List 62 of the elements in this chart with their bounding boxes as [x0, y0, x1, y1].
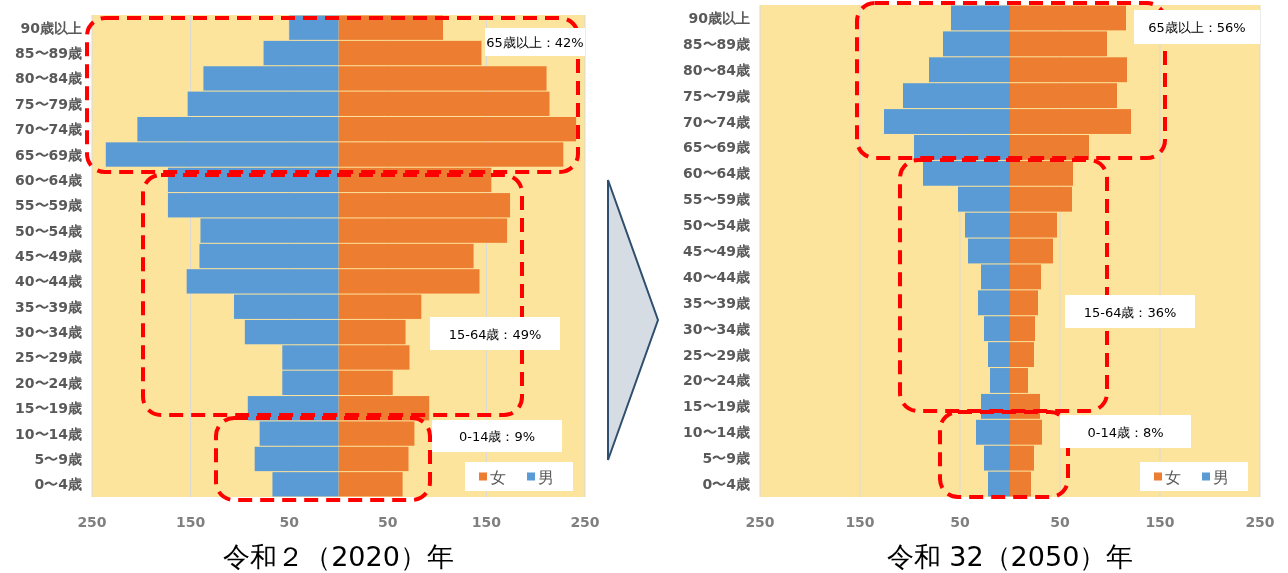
annotation: 15-64歳：49% [448, 326, 542, 342]
x-tick-label: 50 [378, 514, 398, 530]
y-tick-label: 10〜14歳 [15, 425, 82, 442]
y-tick-label: 5〜9歳 [702, 450, 750, 467]
y-tick-label: 60〜64歳 [683, 165, 750, 182]
legend-label: 男 [538, 467, 554, 487]
x-tick-label: 150 [471, 514, 502, 530]
y-tick-label: 55〜59歳 [15, 197, 82, 214]
y-tick-label: 80〜84歳 [683, 61, 750, 78]
x-tick-label: 250 [745, 514, 775, 530]
x-tick-label: 150 [175, 514, 206, 530]
y-tick-label: 85〜89歳 [683, 35, 750, 52]
x-tick-label: 250 [77, 514, 107, 530]
y-tick-label: 90歳以上 [688, 9, 750, 26]
y-tick-label: 0〜4歳 [34, 476, 82, 493]
y-tick-label: 35〜39歳 [15, 298, 82, 315]
legend-label: 女 [1165, 467, 1181, 487]
annotation: 0-14歳：9% [458, 429, 536, 444]
y-tick-label: 15〜19歳 [683, 398, 750, 415]
y-tick-label: 10〜14歳 [683, 424, 750, 441]
y-tick-label: 20〜24歳 [683, 372, 750, 389]
y-tick-label: 25〜29歳 [15, 349, 82, 366]
y-tick-label: 60〜64歳 [15, 171, 82, 188]
y-tick-label: 45〜49歳 [15, 248, 82, 264]
y-tick-label: 40〜44歳 [683, 268, 750, 285]
legend-label: 女 [490, 467, 506, 487]
x-axis-title: 令和 32（2050）年 [886, 541, 1134, 572]
y-tick-label: 65〜69歳 [683, 139, 750, 156]
x-tick-label: 250 [1245, 514, 1275, 530]
y-tick-label: 0〜4歳 [702, 476, 750, 493]
annotation: 65歳以上：42% [486, 35, 584, 50]
y-tick-label: 75〜79歳 [15, 95, 82, 112]
y-tick-label: 80〜84歳 [15, 70, 82, 87]
x-tick-label: 50 [1050, 514, 1070, 530]
y-tick-label: 90歳以上 [20, 19, 82, 36]
y-tick-label: 35〜39歳 [683, 294, 750, 311]
y-tick-label: 25〜29歳 [683, 346, 750, 363]
y-tick-label: 70〜74歳 [15, 121, 82, 138]
y-tick-label: 45〜49歳 [683, 243, 750, 259]
y-tick-label: 50〜54歳 [683, 217, 750, 234]
y-tick-label: 70〜74歳 [683, 113, 750, 130]
y-tick-label: 20〜24歳 [15, 374, 82, 391]
x-tick-label: 250 [570, 514, 600, 530]
x-tick-label: 50 [279, 514, 300, 530]
x-tick-label: 150 [845, 514, 875, 530]
x-axis-title: 令和２（2020）年 [223, 541, 454, 572]
annotation: 0-14歳：8% [1087, 424, 1164, 440]
y-tick-label: 30〜34歳 [15, 324, 82, 341]
y-tick-label: 15〜19歳 [15, 400, 82, 417]
x-tick-label: 150 [1145, 514, 1175, 530]
y-tick-label: 40〜44歳 [15, 273, 82, 290]
y-tick-label: 85〜89歳 [15, 45, 82, 62]
annotation: 15-64歳：36% [1083, 304, 1177, 320]
annotation: 65歳以上：56% [1148, 20, 1246, 35]
y-tick-label: 65〜69歳 [15, 146, 82, 163]
x-tick-label: 50 [950, 514, 970, 530]
y-tick-label: 55〜59歳 [683, 191, 750, 208]
y-tick-label: 5〜9歳 [34, 450, 82, 467]
legend-label: 男 [1213, 467, 1229, 487]
y-tick-label: 75〜79歳 [683, 87, 750, 104]
y-tick-label: 30〜34歳 [683, 320, 750, 337]
y-tick-label: 50〜54歳 [15, 222, 82, 239]
